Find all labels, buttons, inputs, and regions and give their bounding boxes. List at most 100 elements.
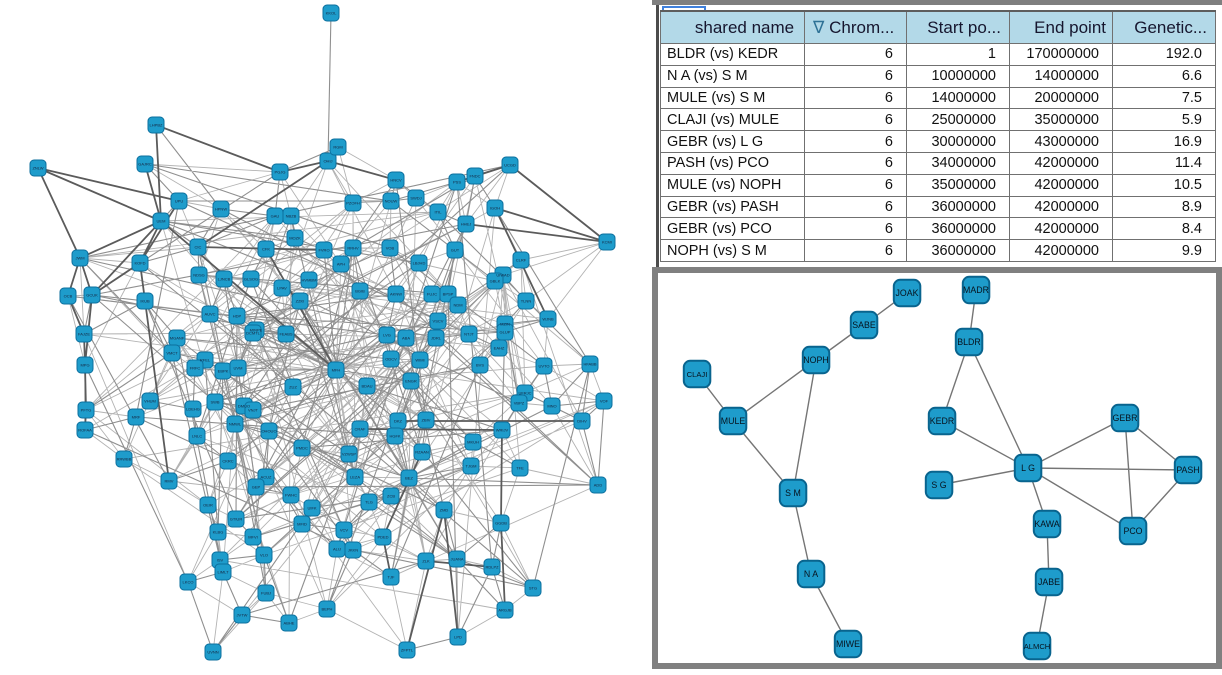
svg-text:GGDB: GGDB <box>495 521 507 526</box>
svg-text:ZUZ: ZUZ <box>289 385 297 390</box>
svg-text:S M: S M <box>785 488 801 498</box>
svg-text:RMV: RMV <box>165 479 174 484</box>
svg-text:MIWE: MIWE <box>836 639 860 649</box>
svg-text:RDLPZ: RDLPZ <box>485 565 499 570</box>
svg-text:KOFD: KOFD <box>134 261 145 266</box>
svg-text:MKUH: MKUH <box>467 440 479 445</box>
svg-text:PDED: PDED <box>377 535 388 540</box>
svg-text:OCB: OCB <box>64 294 73 299</box>
svg-text:GTIUR: GTIUR <box>230 517 243 522</box>
svg-text:IKUB: IKUB <box>140 299 150 304</box>
svg-text:DKZ: DKZ <box>394 419 403 424</box>
svg-text:VNJT: VNJT <box>248 408 259 413</box>
svg-text:OEIR: OEIR <box>203 503 213 508</box>
svg-text:NMWL: NMWL <box>229 422 242 427</box>
svg-text:EBPK: EBPK <box>218 369 229 374</box>
svg-text:ADD: ADD <box>594 483 603 488</box>
svg-text:DMUO: DMUO <box>238 404 250 409</box>
svg-text:HHEJ: HHEJ <box>461 222 471 227</box>
svg-text:HPNW: HPNW <box>215 207 227 212</box>
svg-text:MRF: MRF <box>132 415 141 420</box>
svg-text:SABE: SABE <box>852 320 876 330</box>
svg-text:ROFAA: ROFAA <box>78 428 92 433</box>
svg-text:GEBR: GEBR <box>1113 413 1138 423</box>
svg-text:GCUK: GCUK <box>86 293 98 298</box>
svg-text:BDAU: BDAU <box>361 384 372 389</box>
svg-text:UCGD: UCGD <box>504 163 516 168</box>
svg-text:GUT: GUT <box>451 248 460 253</box>
svg-text:MFH: MFH <box>332 368 341 373</box>
svg-text:LPAV: LPAV <box>277 286 287 291</box>
svg-text:TFE: TFE <box>516 466 524 471</box>
svg-text:MFVI: MFVI <box>248 535 258 540</box>
svg-text:S G: S G <box>931 480 946 490</box>
svg-text:UFRJC: UFRJC <box>518 391 531 396</box>
svg-text:FWHC: FWHC <box>285 493 297 498</box>
svg-text:VOB: VOB <box>386 246 395 251</box>
svg-text:RRHV: RRHV <box>347 246 359 251</box>
svg-text:ODCV: ODCV <box>385 357 397 362</box>
svg-text:SWB: SWB <box>210 400 219 405</box>
svg-text:GBLK: GBLK <box>490 279 501 284</box>
svg-text:CLRF: CLRF <box>516 258 527 263</box>
svg-text:PASH: PASH <box>1176 465 1199 475</box>
svg-text:GLUP: GLUP <box>500 330 511 335</box>
svg-text:BLDR: BLDR <box>957 337 980 347</box>
svg-text:CRAF: CRAF <box>355 427 366 432</box>
svg-text:ZMD: ZMD <box>440 508 449 513</box>
svg-text:OHIJ: OHIJ <box>323 159 332 164</box>
svg-text:CKRC: CKRC <box>222 459 233 464</box>
svg-text:KAWA: KAWA <box>1034 519 1059 529</box>
svg-text:APH: APH <box>337 262 345 267</box>
svg-text:ZLK: ZLK <box>422 559 430 564</box>
svg-text:PZOFH: PZOFH <box>346 201 360 206</box>
svg-text:BGIB: BGIB <box>355 289 365 294</box>
svg-text:BPSP: BPSP <box>443 292 454 297</box>
svg-text:SWDJ: SWDJ <box>410 196 421 201</box>
svg-text:ABA: ABA <box>402 336 410 341</box>
svg-text:PFTG: PFTG <box>81 408 92 413</box>
svg-text:GLSOG: GLSOG <box>244 277 258 282</box>
svg-text:EAHZ: EAHZ <box>494 346 505 351</box>
svg-text:WJNB: WJNB <box>542 317 554 322</box>
svg-text:L G: L G <box>1021 463 1035 473</box>
svg-text:NDM: NDM <box>453 303 462 308</box>
svg-text:UVTO: UVTO <box>538 364 549 369</box>
svg-text:LEZA: LEZA <box>350 475 360 480</box>
svg-text:ZFPTL: ZFPTL <box>401 648 414 653</box>
svg-text:PCO: PCO <box>1123 526 1142 536</box>
svg-text:DIHV: DIHV <box>577 419 587 424</box>
svg-text:LPD: LPD <box>454 635 462 640</box>
svg-text:LJNCB: LJNCB <box>218 277 231 282</box>
svg-text:MADR: MADR <box>963 285 989 295</box>
svg-text:UIFK: UIFK <box>307 506 316 511</box>
svg-text:AUVC: AUVC <box>204 312 215 317</box>
svg-text:TJGM: TJGM <box>466 464 477 469</box>
svg-text:HFABB: HFABB <box>583 362 596 367</box>
svg-text:MGANF: MGANF <box>170 336 185 341</box>
svg-text:UVM: UVM <box>234 366 243 371</box>
svg-text:RGM: RGM <box>333 145 342 150</box>
svg-text:KEDR: KEDR <box>930 416 954 426</box>
svg-text:ZZKI: ZZKI <box>296 299 305 304</box>
svg-text:BVS: BVS <box>476 363 484 368</box>
svg-text:PMDC: PMDC <box>296 446 308 451</box>
svg-text:STG: STG <box>529 586 537 591</box>
svg-text:HDP: HDP <box>233 314 242 319</box>
svg-text:TLG: TLG <box>365 500 373 505</box>
svg-text:HGFK: HGFK <box>389 434 400 439</box>
svg-text:ARGJB: ARGJB <box>498 608 512 613</box>
svg-text:VHUM: VHUM <box>144 399 156 404</box>
svg-text:VMCT: VMCT <box>166 351 178 356</box>
svg-text:ITIL: ITIL <box>435 210 443 215</box>
svg-text:VCV: VCV <box>340 528 349 533</box>
svg-text:ALIJ: ALIJ <box>333 547 341 552</box>
svg-text:OHOUO: OHOUO <box>261 429 276 434</box>
svg-text:MZIN: MZIN <box>500 322 510 327</box>
svg-text:ABHE: ABHE <box>284 621 295 626</box>
svg-text:JOAK: JOAK <box>896 288 919 298</box>
svg-text:FUJC: FUJC <box>427 292 437 297</box>
svg-text:MNO: MNO <box>547 404 556 409</box>
svg-text:ZCB: ZCB <box>387 494 395 499</box>
svg-text:UEM: UEM <box>157 219 166 224</box>
